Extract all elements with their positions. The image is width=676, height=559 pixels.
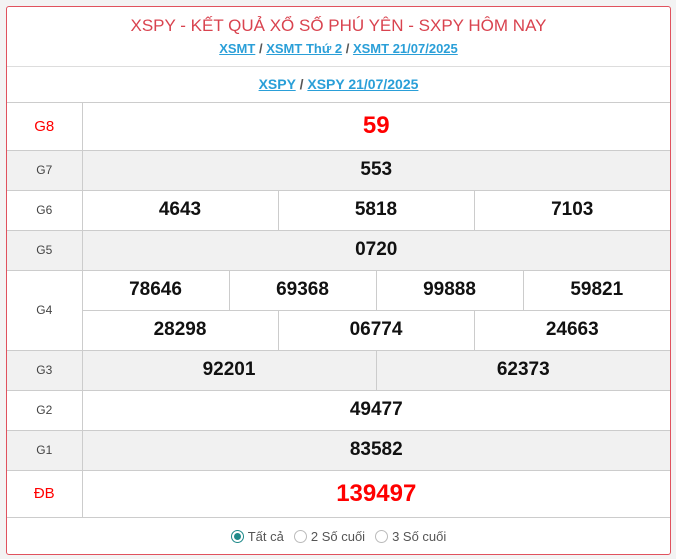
row-g1: G1 83582 xyxy=(7,429,670,471)
prize-value: 4643 xyxy=(81,189,279,231)
prize-value: 0720 xyxy=(81,229,670,271)
prize-value: 99888 xyxy=(375,269,524,311)
digit-filter: Tất cả 2 Số cuối 3 Số cuối xyxy=(7,518,670,555)
row-g7: G7 553 xyxy=(7,149,670,191)
row-g4b: 28298 06774 24663 xyxy=(7,309,670,351)
filter-3-digits[interactable]: 3 Số cuối xyxy=(375,529,446,544)
row-g6: G6 4643 5818 7103 xyxy=(7,189,670,231)
row-g3: G3 92201 62373 xyxy=(7,349,670,391)
link-xspy[interactable]: XSPY xyxy=(258,76,296,92)
breadcrumb: XSMT / XSMT Thứ 2 / XSMT 21/07/2025 xyxy=(219,41,458,56)
row-g5: G5 0720 xyxy=(7,229,670,271)
radio-checked-icon[interactable] xyxy=(230,530,244,543)
page-title: XSPY - KẾT QUẢ XỔ SỐ PHÚ YÊN - SXPY HÔM … xyxy=(130,16,547,35)
prize-value: 59 xyxy=(81,103,670,151)
prize-value: 5818 xyxy=(277,189,475,231)
row-db: ĐB 139497 xyxy=(7,469,670,518)
sub-breadcrumb: XSPY / XSPY 21/07/2025 xyxy=(7,67,670,103)
prize-value: 7103 xyxy=(473,189,670,231)
link-xsmt-thu-2[interactable]: XSMT Thứ 2 xyxy=(266,41,343,56)
row-g4: G4 78646 69368 99888 59821 xyxy=(7,269,670,351)
radio-icon[interactable] xyxy=(293,530,307,543)
prize-value: 78646 xyxy=(81,269,230,311)
header: XSPY - KẾT QUẢ XỔ SỐ PHÚ YÊN - SXPY HÔM … xyxy=(7,7,670,67)
filter-all[interactable]: Tất cả xyxy=(230,529,284,544)
prize-value: 28298 xyxy=(81,309,279,351)
link-xsmt[interactable]: XSMT xyxy=(219,41,256,56)
results-table: G8 59 G7 553 G6 4643 5818 7103 G5 0720 G4 78646… xyxy=(7,103,670,518)
prize-value: 49477 xyxy=(81,389,670,431)
prize-value: 24663 xyxy=(473,309,670,351)
prize-value: 553 xyxy=(81,149,670,191)
row-g8: G8 59 xyxy=(7,103,670,151)
prize-value: 69368 xyxy=(228,269,377,311)
link-xspy-date[interactable]: XSPY 21/07/2025 xyxy=(307,76,419,92)
filter-2-digits[interactable]: 2 Số cuối xyxy=(293,529,365,544)
link-xsmt-date[interactable]: XSMT 21/07/2025 xyxy=(352,41,458,56)
prize-value: 83582 xyxy=(81,429,670,471)
row-g2: G2 49477 xyxy=(7,389,670,431)
prize-value: 62373 xyxy=(375,349,670,391)
prize-value: 59821 xyxy=(522,269,670,311)
special-prize-value: 139497 xyxy=(81,469,670,518)
prize-value: 06774 xyxy=(277,309,475,351)
prize-value: 92201 xyxy=(81,349,377,391)
results-card: XSPY - KẾT QUẢ XỔ SỐ PHÚ YÊN - SXPY HÔM … xyxy=(6,6,671,555)
radio-icon[interactable] xyxy=(375,530,389,543)
